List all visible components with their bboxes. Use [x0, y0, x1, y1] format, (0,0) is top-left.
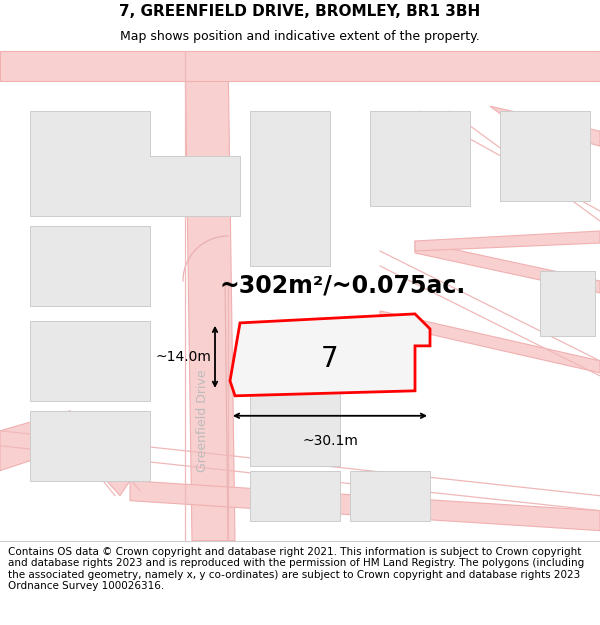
Polygon shape: [415, 231, 600, 251]
Polygon shape: [58, 411, 130, 496]
Text: Map shows position and indicative extent of the property.: Map shows position and indicative extent…: [120, 31, 480, 43]
Polygon shape: [250, 471, 340, 521]
Polygon shape: [250, 381, 340, 466]
Polygon shape: [380, 311, 600, 373]
Polygon shape: [490, 106, 600, 146]
Polygon shape: [350, 471, 430, 521]
Text: ~30.1m: ~30.1m: [302, 434, 358, 447]
Polygon shape: [0, 411, 90, 471]
Text: 7, GREENFIELD DRIVE, BROMLEY, BR1 3BH: 7, GREENFIELD DRIVE, BROMLEY, BR1 3BH: [119, 4, 481, 19]
Polygon shape: [0, 51, 600, 81]
Text: 7: 7: [321, 345, 339, 373]
Polygon shape: [250, 111, 330, 266]
Polygon shape: [30, 111, 240, 216]
Polygon shape: [30, 226, 150, 306]
Text: ~302m²/~0.075ac.: ~302m²/~0.075ac.: [220, 274, 466, 298]
Polygon shape: [130, 481, 600, 531]
Text: ~14.0m: ~14.0m: [155, 350, 211, 364]
Polygon shape: [30, 411, 150, 481]
Polygon shape: [30, 321, 150, 401]
Polygon shape: [370, 111, 470, 206]
Polygon shape: [185, 51, 235, 541]
Text: Greenfield Drive: Greenfield Drive: [196, 369, 209, 472]
Text: Contains OS data © Crown copyright and database right 2021. This information is : Contains OS data © Crown copyright and d…: [8, 546, 584, 591]
Polygon shape: [500, 111, 590, 201]
Polygon shape: [540, 271, 595, 336]
Polygon shape: [230, 314, 430, 396]
Polygon shape: [415, 241, 600, 293]
